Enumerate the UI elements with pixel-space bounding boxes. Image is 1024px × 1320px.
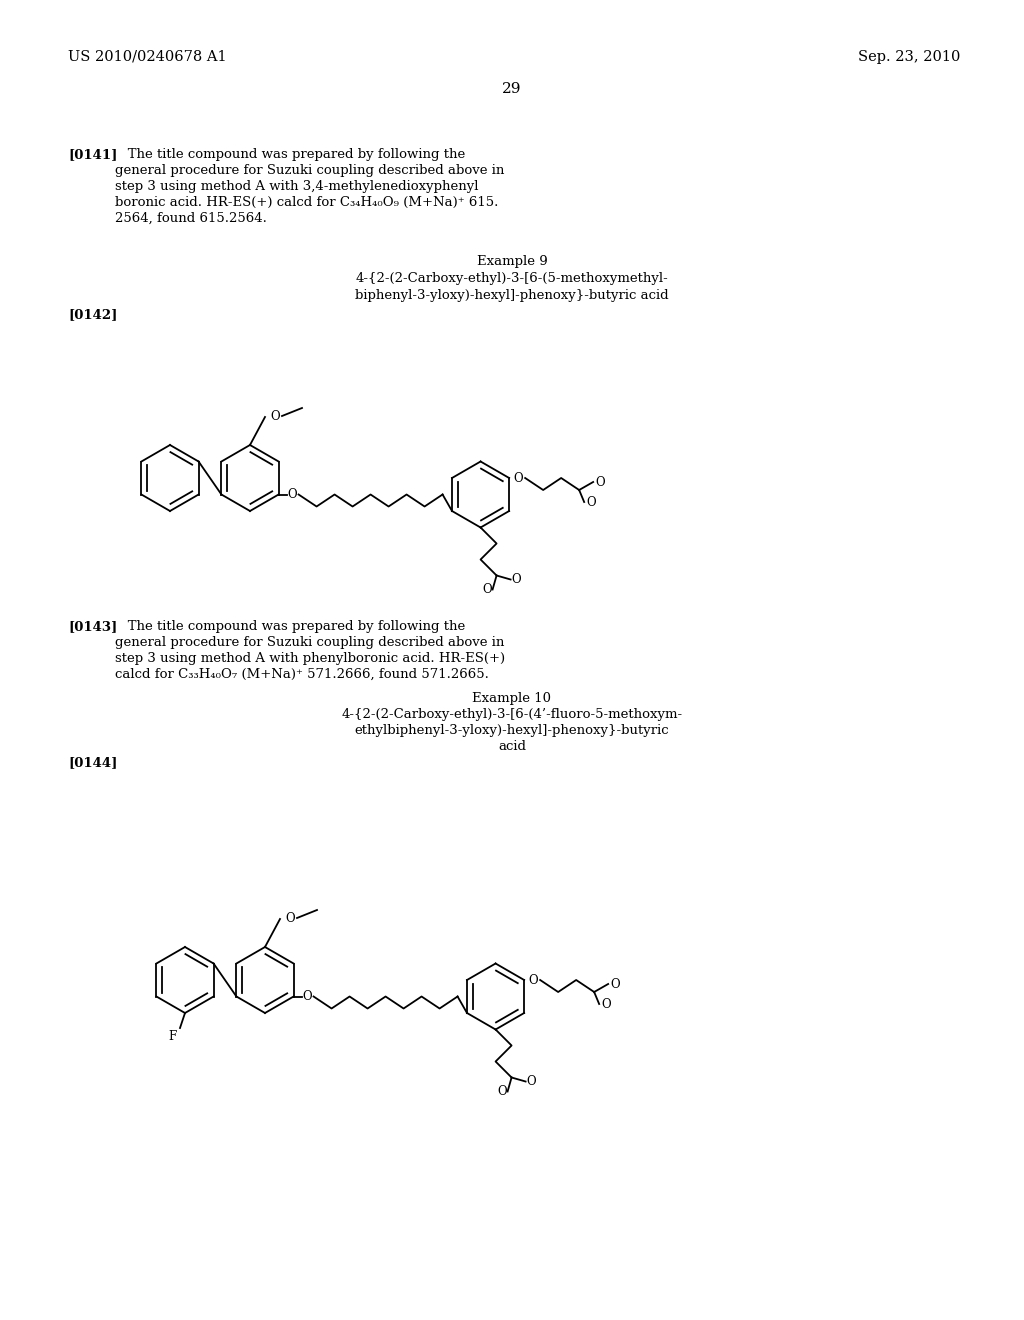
Text: 2564, found 615.2564.: 2564, found 615.2564.: [115, 213, 267, 224]
Text: 4-{2-(2-Carboxy-ethyl)-3-[6-(4’-fluoro-5-methoxym-: 4-{2-(2-Carboxy-ethyl)-3-[6-(4’-fluoro-5…: [341, 708, 683, 721]
Text: The title compound was prepared by following the: The title compound was prepared by follo…: [115, 148, 465, 161]
Text: [0142]: [0142]: [68, 308, 118, 321]
Text: ethylbiphenyl-3-yloxy)-hexyl]-phenoxy}-butyric: ethylbiphenyl-3-yloxy)-hexyl]-phenoxy}-b…: [354, 723, 670, 737]
Text: F: F: [168, 1031, 176, 1044]
Text: calcd for C₃₃H₄₀O₇ (M+Na)⁺ 571.2666, found 571.2665.: calcd for C₃₃H₄₀O₇ (M+Na)⁺ 571.2666, fou…: [115, 668, 488, 681]
Text: general procedure for Suzuki coupling described above in: general procedure for Suzuki coupling de…: [115, 164, 505, 177]
Text: O: O: [302, 990, 312, 1003]
Text: [0141]: [0141]: [68, 148, 118, 161]
Text: step 3 using method A with phenylboronic acid. HR-ES(+): step 3 using method A with phenylboronic…: [115, 652, 505, 665]
Text: O: O: [512, 573, 521, 586]
Text: O: O: [601, 998, 610, 1011]
Text: O: O: [610, 978, 620, 990]
Text: Example 9: Example 9: [476, 255, 548, 268]
Text: O: O: [288, 488, 297, 502]
Text: O: O: [528, 974, 538, 986]
Text: 4-{2-(2-Carboxy-ethyl)-3-[6-(5-methoxymethyl-: 4-{2-(2-Carboxy-ethyl)-3-[6-(5-methoxyme…: [355, 272, 669, 285]
Text: The title compound was prepared by following the: The title compound was prepared by follo…: [115, 620, 465, 634]
Text: biphenyl-3-yloxy)-hexyl]-phenoxy}-butyric acid: biphenyl-3-yloxy)-hexyl]-phenoxy}-butyri…: [355, 289, 669, 302]
Text: general procedure for Suzuki coupling described above in: general procedure for Suzuki coupling de…: [115, 636, 505, 649]
Text: O: O: [526, 1074, 537, 1088]
Text: [0144]: [0144]: [68, 756, 118, 770]
Text: O: O: [586, 495, 596, 508]
Text: Sep. 23, 2010: Sep. 23, 2010: [858, 50, 961, 63]
Text: acid: acid: [498, 741, 526, 752]
Text: O: O: [498, 1085, 507, 1098]
Text: 29: 29: [502, 82, 522, 96]
Text: US 2010/0240678 A1: US 2010/0240678 A1: [68, 50, 226, 63]
Text: Example 10: Example 10: [472, 692, 552, 705]
Text: boronic acid. HR-ES(+) calcd for C₃₄H₄₀O₉ (M+Na)⁺ 615.: boronic acid. HR-ES(+) calcd for C₃₄H₄₀O…: [115, 195, 499, 209]
Text: O: O: [270, 409, 280, 422]
Text: step 3 using method A with 3,4-methylenedioxyphenyl: step 3 using method A with 3,4-methylene…: [115, 180, 478, 193]
Text: O: O: [513, 471, 523, 484]
Text: [0143]: [0143]: [68, 620, 118, 634]
Text: O: O: [285, 912, 295, 924]
Text: O: O: [482, 583, 493, 597]
Text: O: O: [595, 475, 605, 488]
